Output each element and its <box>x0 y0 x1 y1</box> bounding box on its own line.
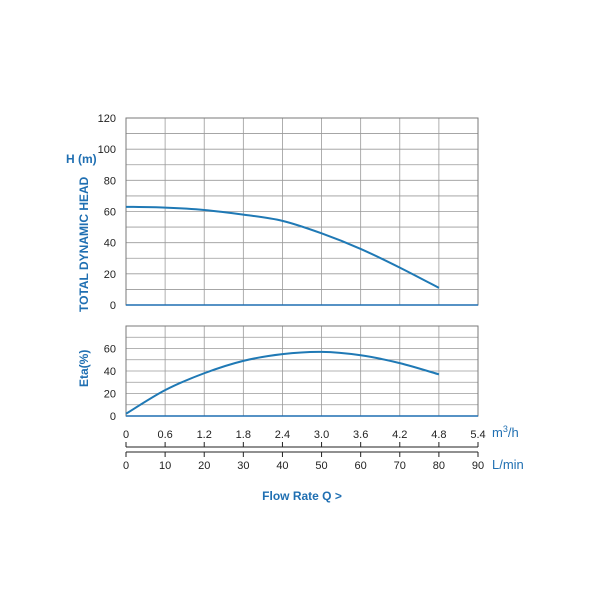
x-axis-lmin-tick-label: 0 <box>123 460 129 472</box>
eta-y-tick-labels: 0 20 40 60 <box>104 344 116 424</box>
head-y-tick-label: 100 <box>98 144 116 156</box>
x-axis-lmin-tick-label: 90 <box>472 460 484 472</box>
x-axis-m3h-tick-label: 3.6 <box>353 429 368 441</box>
head-y-tick-label: 60 <box>104 207 116 219</box>
x-axis-m3h-tick-label: 5.4 <box>470 429 485 441</box>
eta-y-tick-label: 60 <box>104 344 116 356</box>
x-axis-m3h-tick-label: 2.4 <box>275 429 290 441</box>
head-y-tick-label: 120 <box>98 113 116 125</box>
x-axis-m3h-unit: m3/h <box>492 424 519 440</box>
head-axis-title: TOTAL DYNAMIC HEAD <box>77 176 91 312</box>
x-axis-m3h-tick-label: 3.0 <box>314 429 329 441</box>
x-axis-lmin-tick-label: 30 <box>237 460 249 472</box>
x-axis-lmin: 0 10 20 30 40 50 60 70 80 90 <box>123 452 484 472</box>
eta-curve <box>125 350 440 415</box>
x-axis-lmin-tick-label: 40 <box>276 460 288 472</box>
head-y-tick-label: 0 <box>110 300 116 312</box>
eta-y-tick-label: 40 <box>104 366 116 378</box>
head-y-tick-label: 80 <box>104 175 116 187</box>
x-axis-lmin-tick-label: 60 <box>355 460 367 472</box>
x-axis-lmin-tick-label: 10 <box>159 460 171 472</box>
x-axis-lmin-unit: L/min <box>492 457 524 472</box>
x-axis-title: Flow Rate Q > <box>262 489 342 503</box>
x-axis-lmin-tick-label: 50 <box>315 460 327 472</box>
eta-y-tick-label: 0 <box>110 411 116 423</box>
head-unit-label: H (m) <box>66 152 97 166</box>
x-axis-m3h-tick-label: 0 <box>123 429 129 441</box>
x-axis-m3h-tick-label: 0.6 <box>157 429 172 441</box>
head-y-tick-labels: 0 20 40 60 80 100 120 <box>98 113 116 312</box>
eta-y-tick-label: 20 <box>104 389 116 401</box>
head-y-tick-label: 20 <box>104 269 116 281</box>
head-y-tick-label: 40 <box>104 238 116 250</box>
x-axis-lmin-tick-label: 20 <box>198 460 210 472</box>
head-chart-grid <box>125 117 479 306</box>
eta-axis-title: Eta(%) <box>77 350 91 387</box>
x-axis-lmin-tick-label: 70 <box>394 460 406 472</box>
x-axis-m3h-tick-label: 1.2 <box>197 429 212 441</box>
x-axis-lmin-tick-label: 80 <box>433 460 445 472</box>
x-axis-m3h-tick-label: 1.8 <box>236 429 251 441</box>
head-curve <box>125 205 440 289</box>
x-axis-m3h-tick-label: 4.8 <box>431 429 446 441</box>
x-axis-m3h-tick-label: 4.2 <box>392 429 407 441</box>
x-axis-m3h: 0 0.6 1.2 1.8 2.4 3.0 3.6 4.2 4.8 5.4 <box>123 429 486 447</box>
